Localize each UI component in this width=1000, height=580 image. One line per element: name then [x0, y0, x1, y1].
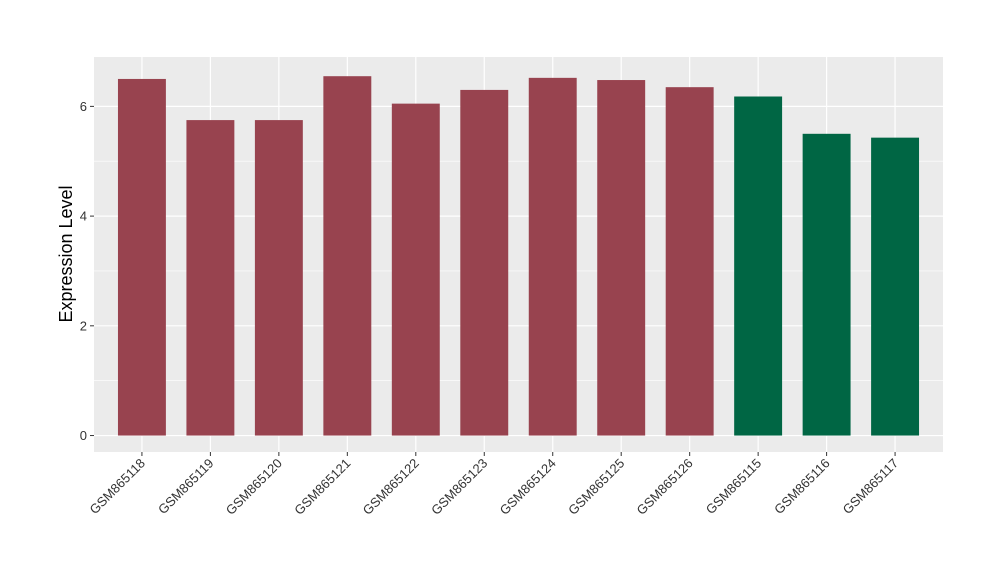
- x-tick-label: GSM865125: [565, 456, 627, 518]
- bars: [117, 76, 920, 436]
- x-axis: GSM865118 GSM865119 GSM865120 GSM865121 GSM8…: [87, 452, 902, 518]
- bar-GSM865126: [665, 87, 714, 436]
- bar-GSM865125: [597, 80, 646, 436]
- y-tick-label: 4: [80, 209, 87, 224]
- y-tick-label: 6: [80, 99, 87, 114]
- bar-GSM865116: [802, 133, 851, 436]
- bar-GSM865118: [117, 78, 166, 436]
- x-tick-label: GSM865124: [497, 456, 559, 518]
- y-axis-title: Expression Level: [56, 185, 76, 322]
- x-tick-label: GSM865122: [360, 456, 422, 518]
- bar-GSM865123: [460, 89, 509, 436]
- x-tick-label: GSM865120: [223, 456, 285, 518]
- bar-GSM865124: [528, 77, 577, 436]
- x-tick-label: GSM865123: [428, 456, 490, 518]
- bar-GSM865115: [734, 96, 783, 436]
- bar-GSM865120: [254, 120, 303, 436]
- y-axis: 0 2 4 6: [80, 99, 94, 443]
- x-tick-label: GSM865118: [87, 456, 149, 518]
- x-tick-label: GSM865115: [703, 456, 765, 518]
- plot-panel: [94, 57, 943, 452]
- y-tick-label: 0: [80, 428, 87, 443]
- x-tick-label: GSM865116: [771, 456, 833, 518]
- bar-GSM865122: [391, 103, 440, 436]
- bar-GSM865117: [871, 137, 920, 436]
- y-tick-label: 2: [80, 318, 87, 333]
- bar-GSM865119: [186, 120, 235, 436]
- x-tick-label: GSM865126: [634, 456, 696, 518]
- x-tick-label: GSM865117: [840, 456, 902, 518]
- x-tick-label: GSM865119: [155, 456, 217, 518]
- bar-GSM865121: [323, 76, 372, 436]
- x-tick-label: GSM865121: [291, 456, 353, 518]
